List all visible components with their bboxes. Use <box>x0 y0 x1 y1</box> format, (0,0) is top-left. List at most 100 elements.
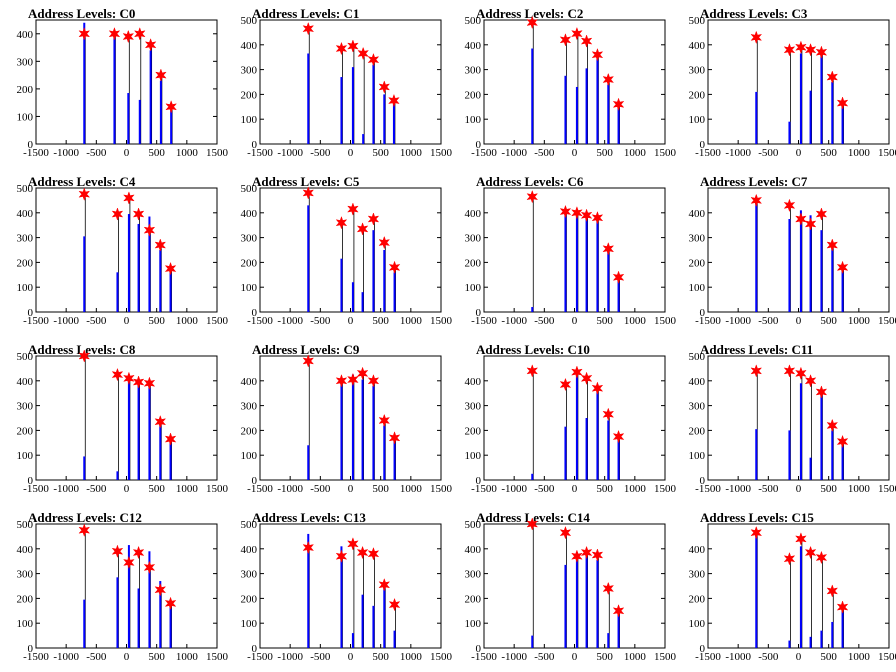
y-tick-label: 300 <box>465 401 482 413</box>
histogram-bar <box>113 32 116 144</box>
x-tick-label: 500 <box>820 483 837 495</box>
histogram-bar <box>127 93 130 144</box>
peak-marker <box>795 40 807 55</box>
histogram-bar <box>755 91 758 144</box>
peak-marker <box>591 210 604 225</box>
histogram-bar <box>127 545 130 648</box>
peak-marker <box>154 582 167 597</box>
y-tick-label: 200 <box>17 425 34 437</box>
histogram-bar <box>159 425 162 480</box>
x-tick-label: 1500 <box>430 651 453 663</box>
peak-marker <box>795 532 807 546</box>
peak-marker <box>302 186 315 200</box>
y-tick-label: 200 <box>17 84 34 96</box>
x-tick-label: -1000 <box>725 147 751 159</box>
peak-marker <box>750 364 763 378</box>
y-tick-label: 200 <box>465 89 482 101</box>
x-tick-label: 1500 <box>878 483 896 495</box>
y-tick-label: 300 <box>689 233 706 245</box>
y-tick-label: 500 <box>465 519 482 531</box>
histogram-bar <box>340 258 343 312</box>
histogram-bar <box>607 252 610 312</box>
y-tick-label: 0 <box>700 643 706 655</box>
y-tick-label: 400 <box>17 544 34 556</box>
y-tick-label: 100 <box>241 114 258 126</box>
chart-title: Address Levels: C13 <box>252 510 366 525</box>
histogram-bar <box>607 420 610 480</box>
peak-marker <box>143 223 156 237</box>
histogram-bar <box>788 121 791 144</box>
peak-marker <box>804 545 817 560</box>
peak-marker <box>367 546 380 561</box>
peak-marker <box>335 215 348 230</box>
peak-marker <box>559 525 572 540</box>
y-tick-label: 400 <box>241 544 258 556</box>
x-tick-label: 0 <box>124 315 130 327</box>
plot-frame <box>483 523 666 649</box>
histogram-bar <box>755 429 758 480</box>
peak-marker <box>111 544 124 559</box>
peak-marker <box>526 189 539 204</box>
histogram-bar <box>340 77 343 144</box>
histogram-bar <box>169 272 172 312</box>
x-tick-label: 1000 <box>624 483 647 495</box>
peak-marker <box>302 540 315 555</box>
histogram-bar <box>575 375 578 480</box>
x-tick-label: -1000 <box>53 483 79 495</box>
histogram-bar <box>809 636 812 648</box>
x-tick-label: 500 <box>148 483 165 495</box>
y-tick-label: 200 <box>17 593 34 605</box>
y-tick-label: 100 <box>17 618 34 630</box>
y-tick-label: 400 <box>689 40 706 52</box>
chart-panel-c5: Address Levels: C50100200300400500-1500-… <box>241 174 453 327</box>
peak-marker <box>571 26 583 41</box>
peak-marker <box>78 27 91 41</box>
histogram-bar <box>820 630 823 648</box>
plot-frame <box>707 523 890 649</box>
y-tick-label: 500 <box>241 183 258 195</box>
peak-marker <box>836 260 849 275</box>
histogram-bar <box>788 430 791 480</box>
chart-title: Address Levels: C5 <box>252 174 360 189</box>
x-tick-label: -1500 <box>23 651 49 663</box>
y-tick-label: 200 <box>465 593 482 605</box>
histogram-bar <box>809 215 812 312</box>
peak-marker <box>815 45 828 60</box>
chart-title: Address Levels: C8 <box>28 342 136 357</box>
peak-marker <box>580 34 593 48</box>
peak-marker <box>111 367 124 382</box>
peak-marker <box>367 374 380 388</box>
x-tick-label: -1500 <box>695 483 721 495</box>
peak-marker <box>302 21 315 36</box>
histogram-bar <box>138 99 141 144</box>
x-tick-label: 500 <box>148 315 165 327</box>
y-tick-label: 400 <box>689 208 706 220</box>
y-tick-label: 300 <box>17 233 34 245</box>
chart-panel-c2: Address Levels: C20100200300400500-1500-… <box>465 6 677 159</box>
x-tick-label: -1000 <box>277 147 303 159</box>
x-tick-label: 500 <box>372 651 389 663</box>
y-tick-label: 200 <box>689 89 706 101</box>
y-tick-label: 100 <box>465 450 482 462</box>
histogram-bar <box>372 230 375 312</box>
peak-marker <box>378 235 391 250</box>
histogram-bar <box>307 445 310 480</box>
peak-marker <box>815 385 828 399</box>
histogram-bar <box>799 546 802 648</box>
histogram-bar <box>383 588 386 648</box>
x-tick-label: 1500 <box>878 147 896 159</box>
x-tick-label: 1500 <box>206 651 229 663</box>
x-tick-label: 1000 <box>624 315 647 327</box>
x-tick-label: 1500 <box>430 483 453 495</box>
y-tick-label: 200 <box>241 425 258 437</box>
histogram-bar <box>564 75 567 144</box>
peak-marker <box>78 349 91 363</box>
y-tick-label: 300 <box>465 233 482 245</box>
histogram-bar <box>148 216 151 312</box>
x-tick-label: -500 <box>310 147 331 159</box>
y-tick-label: 0 <box>700 139 706 151</box>
y-tick-label: 0 <box>476 643 482 655</box>
peak-marker <box>378 80 391 94</box>
x-tick-label: -1000 <box>501 147 527 159</box>
peak-marker <box>571 549 583 564</box>
